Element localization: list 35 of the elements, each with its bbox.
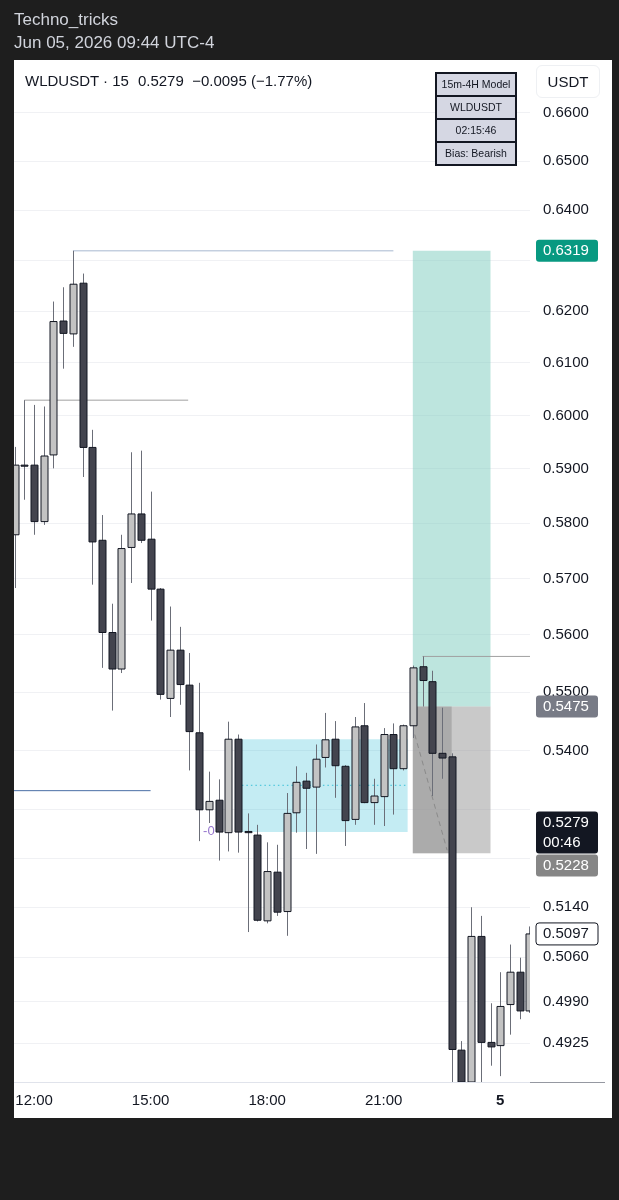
y-tick-label: 0.6200 <box>543 301 589 319</box>
x-tick-label: 15:00 <box>131 1091 170 1109</box>
y-tick-label: 0.6500 <box>543 151 589 169</box>
text: 0.5279 −0.0095 (−1.77%) <box>137 72 313 89</box>
y-axis-title: USDT <box>547 73 589 90</box>
annotation: -0 <box>203 823 215 839</box>
y-tick-label: 0.5400 <box>543 740 589 758</box>
text: 0.5228 <box>543 855 589 873</box>
y-tick-label: 0.5600 <box>543 624 589 642</box>
y-tick-label: 0.4925 <box>543 1033 589 1051</box>
y-tick-label: 0.6400 <box>543 200 589 218</box>
text: Techno_tricks <box>14 9 119 31</box>
y-tick-label: 0.5800 <box>543 513 589 531</box>
x-tick-label: 12:00 <box>15 1091 53 1109</box>
annotation: 15m-4H Model <box>440 77 512 92</box>
annotation: 02:15:46 <box>437 118 515 141</box>
y-tick-label: 0.6000 <box>543 405 589 423</box>
text: 0.5097 <box>543 924 589 942</box>
x-tick-label: 18:00 <box>248 1091 286 1109</box>
y-tick-label: 0.6100 <box>543 353 589 371</box>
text: 0.5279 00:46 <box>543 812 589 850</box>
annotation: WLDUSDT <box>437 95 515 118</box>
y-tick-label: 0.5060 <box>543 947 589 965</box>
y-tick-label: 0.5900 <box>543 459 589 477</box>
x-tick-label: 5 <box>496 1091 505 1109</box>
annotation: Bias: Bearish <box>437 141 515 164</box>
x-tick-label: 21:00 <box>364 1091 403 1109</box>
text: 0.6319 <box>543 240 589 258</box>
y-tick-label: 0.6600 <box>543 102 589 120</box>
text: WLDUSDT · 15 <box>25 72 129 89</box>
y-tick-label: 0.5140 <box>543 897 589 915</box>
y-tick-label: 0.5700 <box>543 568 589 586</box>
label-box: USDT <box>536 65 600 98</box>
y-tick-label: 0.4990 <box>543 991 589 1009</box>
text: Jun 05, 2026 09:44 UTC-4 <box>14 32 215 54</box>
